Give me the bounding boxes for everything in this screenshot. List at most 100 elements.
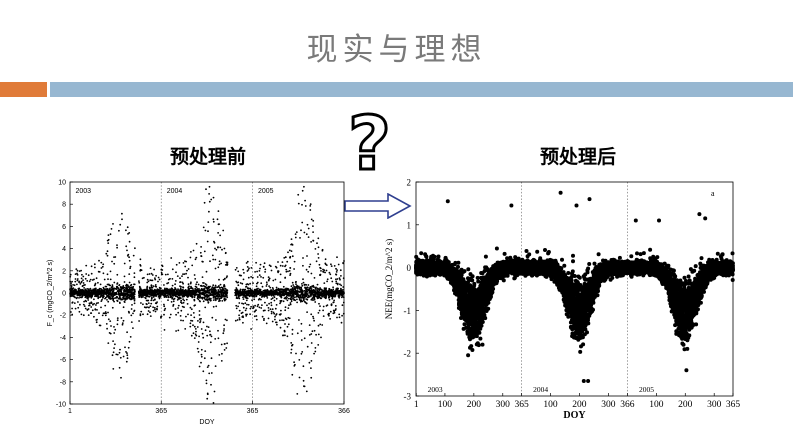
data-point bbox=[310, 333, 313, 335]
data-point bbox=[218, 278, 220, 281]
data-point bbox=[129, 336, 132, 338]
data-point bbox=[336, 256, 338, 259]
slide-title: 现实与理想 bbox=[306, 32, 487, 68]
data-point bbox=[139, 264, 142, 266]
data-point bbox=[247, 292, 250, 295]
data-point bbox=[152, 299, 155, 302]
data-point bbox=[90, 265, 93, 268]
data-point bbox=[241, 291, 244, 294]
data-point bbox=[161, 269, 164, 271]
data-point bbox=[203, 201, 206, 204]
data-point bbox=[174, 308, 177, 310]
data-point bbox=[223, 284, 225, 287]
data-point bbox=[290, 285, 293, 288]
data-point bbox=[128, 311, 130, 314]
data-point bbox=[208, 200, 211, 203]
data-point bbox=[279, 281, 282, 284]
data-point bbox=[285, 270, 288, 273]
data-point bbox=[317, 237, 320, 240]
data-point bbox=[419, 251, 424, 256]
data-point bbox=[279, 302, 281, 305]
data-point bbox=[182, 273, 184, 275]
data-point bbox=[104, 304, 107, 307]
data-point bbox=[181, 302, 183, 305]
data-point bbox=[174, 290, 176, 293]
data-point bbox=[284, 288, 287, 291]
data-point bbox=[142, 313, 144, 316]
y-tick-label: 8 bbox=[62, 202, 66, 209]
data-point bbox=[198, 310, 201, 312]
data-point bbox=[182, 301, 185, 304]
data-point bbox=[340, 275, 342, 277]
data-point bbox=[175, 330, 178, 332]
data-point bbox=[80, 277, 83, 280]
data-point bbox=[247, 303, 250, 306]
data-point bbox=[169, 293, 171, 296]
data-point bbox=[261, 293, 264, 295]
data-point bbox=[218, 293, 221, 296]
data-point bbox=[201, 276, 204, 278]
data-point bbox=[321, 249, 324, 252]
data-point bbox=[132, 327, 134, 329]
data-point bbox=[159, 292, 162, 295]
data-point bbox=[287, 297, 290, 300]
data-point bbox=[223, 247, 226, 250]
data-point bbox=[139, 313, 142, 315]
data-point bbox=[316, 287, 319, 290]
data-point bbox=[182, 319, 185, 322]
data-point bbox=[246, 266, 249, 268]
data-point bbox=[317, 344, 320, 346]
data-point bbox=[103, 295, 105, 298]
data-point bbox=[190, 308, 193, 311]
data-point bbox=[115, 285, 118, 288]
data-point bbox=[259, 289, 262, 292]
data-point bbox=[155, 274, 157, 277]
data-point bbox=[271, 308, 274, 311]
data-point bbox=[289, 274, 291, 276]
data-point bbox=[166, 294, 169, 297]
data-point bbox=[293, 285, 295, 288]
data-point bbox=[107, 238, 110, 241]
data-point bbox=[100, 261, 103, 264]
data-point bbox=[70, 287, 73, 290]
data-point bbox=[310, 272, 313, 275]
data-point bbox=[483, 254, 488, 259]
data-point bbox=[317, 246, 320, 249]
data-point bbox=[184, 328, 187, 330]
data-point bbox=[164, 273, 167, 276]
data-point bbox=[324, 262, 327, 265]
data-point bbox=[257, 303, 260, 306]
data-point bbox=[291, 281, 294, 284]
data-point bbox=[306, 223, 309, 226]
data-point bbox=[285, 268, 288, 271]
data-point bbox=[156, 290, 158, 293]
data-point bbox=[313, 329, 316, 332]
data-point bbox=[213, 288, 216, 291]
data-point bbox=[204, 229, 207, 232]
data-point bbox=[325, 293, 328, 296]
data-point bbox=[268, 292, 270, 294]
data-point bbox=[255, 318, 258, 321]
data-point bbox=[308, 361, 311, 364]
data-point bbox=[158, 278, 161, 281]
data-point bbox=[105, 323, 108, 325]
data-point bbox=[88, 280, 91, 283]
data-point bbox=[313, 319, 315, 322]
data-point bbox=[221, 248, 223, 251]
data-point bbox=[193, 274, 196, 276]
data-point bbox=[321, 294, 323, 297]
data-point bbox=[312, 219, 315, 222]
data-point bbox=[195, 290, 198, 293]
data-points bbox=[69, 185, 345, 404]
data-point bbox=[197, 320, 199, 322]
data-point bbox=[111, 260, 113, 263]
data-point bbox=[320, 290, 322, 293]
data-point bbox=[107, 283, 110, 286]
data-point bbox=[325, 269, 328, 272]
data-point bbox=[329, 273, 332, 276]
data-point bbox=[156, 307, 158, 310]
data-point bbox=[255, 291, 257, 294]
data-point bbox=[218, 260, 221, 263]
data-point bbox=[252, 282, 254, 284]
data-point bbox=[254, 304, 256, 307]
